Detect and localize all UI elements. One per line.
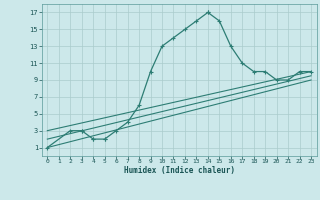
X-axis label: Humidex (Indice chaleur): Humidex (Indice chaleur): [124, 166, 235, 175]
